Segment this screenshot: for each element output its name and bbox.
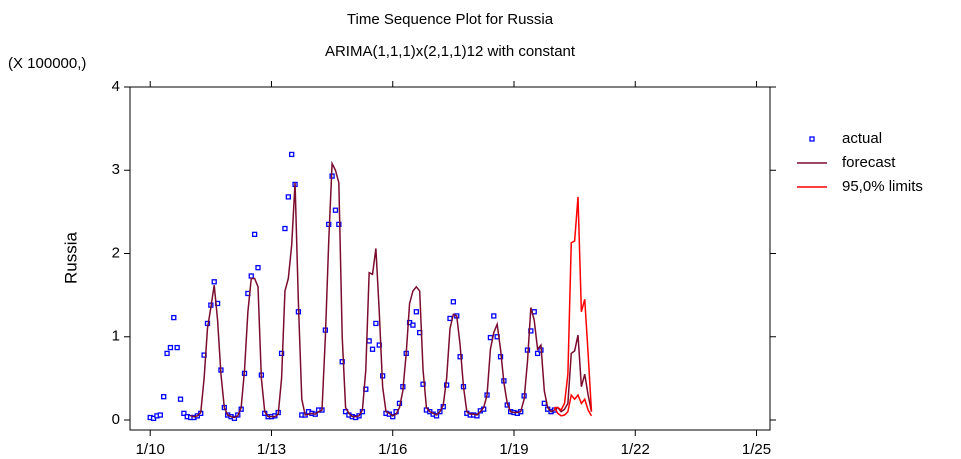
actual-point [336,221,342,228]
x-tick-label: 1/19 [499,441,528,458]
actual-point [332,207,339,213]
actual-point [181,410,187,416]
actual-point [285,194,291,200]
actual-point [289,151,295,158]
y-tick-label: 2 [112,244,120,261]
x-tick-label: 1/16 [378,441,407,458]
y-tick-label: 4 [112,78,120,95]
actual-point [450,299,457,305]
actual-point [433,413,440,419]
actual-point [369,346,376,352]
actual-point [161,394,167,400]
actual-point [474,413,480,419]
legend-label: actual [842,130,882,147]
actual-point [491,313,497,319]
forecast-line [190,160,593,419]
x-tick-label: 1/25 [742,441,771,458]
y-tick-label: 3 [112,161,120,178]
legend-label: forecast [842,154,896,171]
upper-limit-line [554,196,593,412]
plot-frame [129,86,771,431]
actual-point [157,412,163,418]
y-axis-label: Russia [61,231,80,284]
actual-point [534,350,541,357]
actual-point [164,350,170,357]
actual-point [231,415,238,421]
actual-point [177,396,184,402]
actual-point [171,314,177,321]
x-tick-label: 1/22 [621,441,650,458]
actual-point [541,400,547,407]
actual-point [410,322,416,328]
actual-point [282,225,288,232]
actual-point [339,359,345,365]
actual-point [251,231,258,238]
actual-point [457,354,463,360]
chart-subtitle: ARIMA(1,1,1)x(2,1,1)12 with constant [325,43,576,60]
legend-marker [809,136,815,142]
actual-point [255,265,261,271]
x-tick-label: 1/13 [257,441,286,458]
chart-title: Time Sequence Plot for Russia [347,11,554,28]
legend-label: 95,0% limits [842,178,923,195]
actual-point [413,309,419,315]
actual-point [211,279,217,285]
actual-point [278,350,285,357]
actual-point [174,344,180,351]
x-tick-label: 1/10 [136,441,165,458]
y-tick-label: 1 [112,328,120,345]
actual-point [167,344,174,351]
lower-limit-line [553,393,593,417]
actual-point [366,338,372,344]
actual-point [373,320,379,327]
y-scale-note: (X 100000,) [8,55,86,72]
y-tick-label: 0 [112,411,120,428]
actual-point [248,273,254,279]
